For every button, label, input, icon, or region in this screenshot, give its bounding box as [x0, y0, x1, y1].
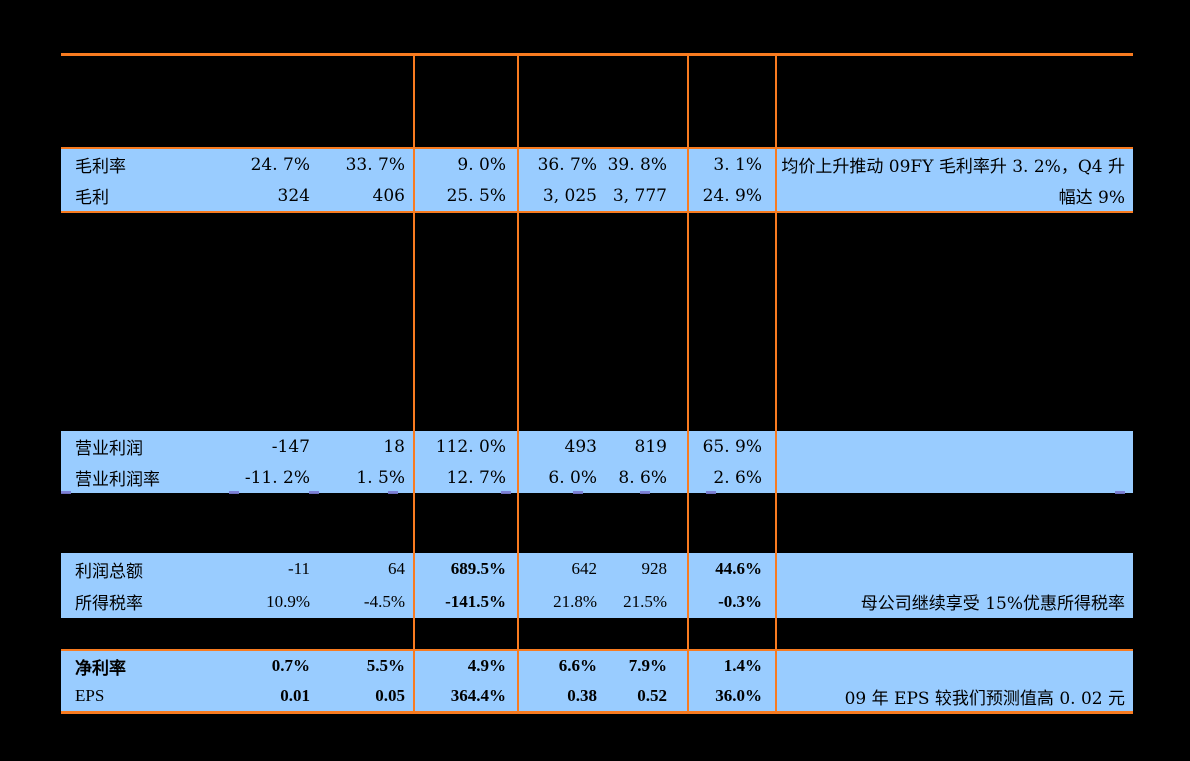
- row-label: 毛利: [75, 188, 109, 208]
- table-row: 利润总额 -11 64 689.5% 642 928 44.6%: [61, 553, 1133, 586]
- financial-table: 毛利率 24. 7% 33. 7% 9. 0% 36. 7% 39. 8% 3. 1% 均价上…: [61, 53, 1133, 718]
- highlight-band: 毛利率 24. 7% 33. 7% 9. 0% 36. 7% 39. 8% 3. 1% 均价上…: [61, 147, 1133, 213]
- vertical-rule-1: [413, 53, 415, 714]
- table-row: 净利率 0.7% 5.5% 4.9% 6.6% 7.9% 1.4%: [61, 651, 1133, 681]
- row-label: EPS: [75, 686, 105, 705]
- value-cell: 36.0%: [715, 686, 762, 705]
- value-cell: 0.7%: [271, 656, 310, 675]
- value-cell: 33. 7%: [345, 154, 405, 175]
- value-cell: 9. 0%: [457, 154, 506, 175]
- highlight-band: 营业利润 -147 18 112. 0% 493 819 65. 9% 营业利润率 -11. 2…: [61, 431, 1133, 493]
- value-cell: 6. 0%: [548, 467, 597, 488]
- row-label: 所得税率: [75, 594, 143, 614]
- value-cell: 24. 9%: [702, 185, 762, 206]
- underline-mark: [573, 491, 583, 494]
- underline-mark: [706, 491, 716, 494]
- value-cell: 8. 6%: [618, 467, 667, 488]
- value-cell: 1.4%: [723, 656, 762, 675]
- value-cell: 2. 6%: [713, 467, 762, 488]
- value-cell: 3, 025: [542, 185, 597, 206]
- underline-mark: [229, 491, 239, 494]
- value-cell: 819: [634, 436, 667, 457]
- table-row: 营业利润率 -11. 2% 1. 5% 12. 7% 6. 0% 8. 6% 2. 6%: [61, 462, 1133, 493]
- value-cell: 21.8%: [553, 591, 597, 611]
- value-cell: 364.4%: [450, 686, 506, 705]
- value-cell: 0.05: [375, 686, 405, 705]
- value-cell: 65. 9%: [702, 436, 762, 457]
- value-cell: 10.9%: [266, 591, 310, 611]
- value-cell: -141.5%: [445, 591, 506, 611]
- comment-cell: 09 年 EPS 较我们预测值高 0. 02 元: [844, 688, 1125, 709]
- value-cell: 24. 7%: [250, 154, 310, 175]
- vertical-rule-2: [517, 53, 519, 714]
- comment-cell: 母公司继续享受 15%优惠所得税率: [860, 594, 1125, 615]
- value-cell: -0.3%: [718, 591, 762, 611]
- value-cell: 7.9%: [628, 656, 667, 675]
- vertical-rule-3: [687, 53, 689, 714]
- underline-mark: [1115, 491, 1125, 494]
- vertical-rule-4: [775, 53, 777, 714]
- table-row: 毛利 324 406 25. 5% 3, 025 3, 777 24. 9% 幅达 9%: [61, 180, 1133, 211]
- value-cell: 18: [383, 436, 405, 457]
- value-cell: 0.52: [637, 686, 667, 705]
- value-cell: 5.5%: [366, 656, 405, 675]
- value-cell: -11: [287, 559, 310, 579]
- table-row: EPS 0.01 0.05 364.4% 0.38 0.52 36.0% 09 年 EPS 较…: [61, 681, 1133, 711]
- value-cell: 12. 7%: [446, 467, 506, 488]
- value-cell: 3. 1%: [713, 154, 762, 175]
- value-cell: 44.6%: [715, 559, 762, 579]
- row-label: 营业利润率: [75, 470, 160, 490]
- highlight-band: 净利率 0.7% 5.5% 4.9% 6.6% 7.9% 1.4% EPS 0.01 0.05 36…: [61, 649, 1133, 714]
- row-label: 利润总额: [75, 561, 143, 581]
- row-label: 营业利润: [75, 439, 143, 459]
- value-cell: 689.5%: [450, 559, 506, 579]
- value-cell: 112. 0%: [435, 436, 506, 457]
- value-cell: 406: [372, 185, 405, 206]
- value-cell: 4.9%: [467, 656, 506, 675]
- underline-mark: [309, 491, 319, 494]
- underline-mark: [388, 491, 398, 494]
- row-label: 净利率: [75, 658, 126, 678]
- value-cell: 0.38: [567, 686, 597, 705]
- value-cell: -11. 2%: [244, 467, 310, 488]
- value-cell: 3, 777: [612, 185, 667, 206]
- value-cell: 928: [641, 559, 668, 579]
- value-cell: 6.6%: [558, 656, 597, 675]
- table-row: 毛利率 24. 7% 33. 7% 9. 0% 36. 7% 39. 8% 3. 1% 均价上…: [61, 149, 1133, 180]
- row-label: 毛利率: [75, 157, 126, 177]
- comment-cell: 幅达 9%: [1058, 188, 1125, 208]
- value-cell: 642: [571, 559, 598, 579]
- value-cell: 39. 8%: [607, 154, 667, 175]
- underline-mark: [501, 491, 511, 494]
- value-cell: 21.5%: [623, 591, 667, 611]
- value-cell: -4.5%: [363, 591, 405, 611]
- value-cell: 1. 5%: [356, 467, 405, 488]
- value-cell: 0.01: [280, 686, 310, 705]
- value-cell: 493: [564, 436, 597, 457]
- value-cell: 324: [277, 185, 310, 206]
- highlight-band: 利润总额 -11 64 689.5% 642 928 44.6% 所得税率 10.9% -4.5%…: [61, 553, 1133, 618]
- table-row: 所得税率 10.9% -4.5% -141.5% 21.8% 21.5% -0.3% 母公司继…: [61, 586, 1133, 619]
- table-row: 营业利润 -147 18 112. 0% 493 819 65. 9%: [61, 431, 1133, 462]
- value-cell: 36. 7%: [537, 154, 597, 175]
- table-top-rule: [61, 53, 1133, 56]
- underline-mark: [61, 491, 71, 494]
- underline-mark: [640, 491, 650, 494]
- value-cell: 25. 5%: [446, 185, 506, 206]
- value-cell: 64: [388, 559, 405, 579]
- comment-cell: 均价上升推动 09FY 毛利率升 3. 2%，Q4 升: [781, 157, 1125, 177]
- value-cell: -147: [271, 436, 310, 457]
